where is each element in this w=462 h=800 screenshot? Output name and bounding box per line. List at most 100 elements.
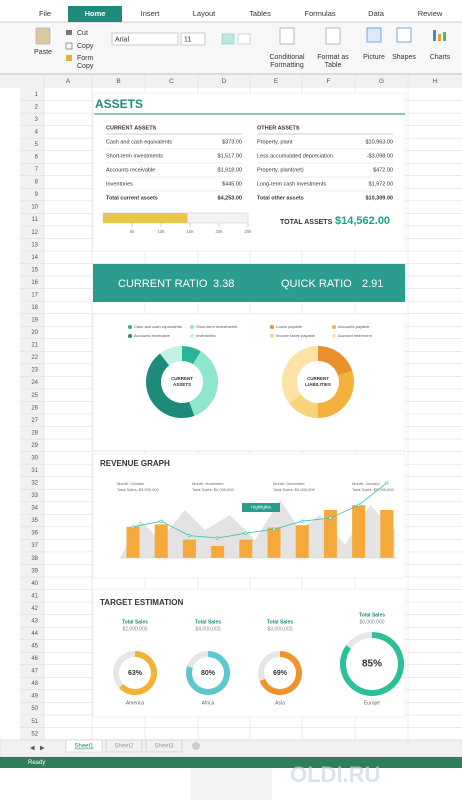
row-number: 42 — [31, 606, 38, 612]
align-icon[interactable] — [221, 33, 235, 45]
ribbon-tab[interactable]: Review — [418, 9, 443, 18]
sheet-tab-label[interactable]: Sheet2 — [114, 744, 134, 750]
ribbon-tab[interactable]: Home — [85, 9, 106, 18]
row-number: 36 — [31, 531, 38, 537]
column-header: C — [169, 78, 174, 85]
target-amount: $2,000,000 — [122, 626, 147, 632]
row-number: 25 — [31, 393, 38, 399]
ribbon-tab[interactable]: Formulas — [304, 9, 336, 18]
copy-icon[interactable] — [65, 42, 73, 50]
charts-icon[interactable] — [443, 32, 446, 41]
sheet-tab-label[interactable]: Sheet3 — [154, 744, 174, 750]
ribbon-tab[interactable]: Tables — [249, 9, 271, 18]
charts-icon[interactable] — [433, 30, 436, 41]
region-label: America — [126, 700, 145, 706]
format-table-label[interactable]: Table — [325, 62, 342, 69]
column-header-bar — [0, 75, 462, 88]
target-label: Total Sales — [195, 619, 221, 625]
ratio-value: 2.91 — [362, 278, 383, 290]
align-icon[interactable] — [237, 33, 251, 45]
ribbon-tab[interactable]: File — [39, 9, 51, 18]
row-number: 27 — [31, 418, 38, 424]
revenue-bar — [182, 539, 196, 558]
shapes-label[interactable]: Shapes — [392, 54, 416, 61]
donut-center-label: CURRENT — [171, 376, 193, 381]
sheet-tab[interactable] — [145, 739, 183, 753]
paste-icon[interactable] — [35, 27, 51, 45]
picture-label[interactable]: Picture — [363, 54, 385, 61]
revenue-bar — [211, 546, 225, 558]
form-copy-icon[interactable] — [66, 55, 72, 61]
copy-label[interactable]: Copy — [77, 43, 94, 50]
target-label: Total Sales — [267, 619, 293, 625]
sheet-tab[interactable] — [105, 739, 143, 753]
legend-label: Cash and cash equivalents — [134, 324, 182, 329]
section-title: REVENUE GRAPH — [100, 459, 170, 468]
table-icon[interactable] — [325, 27, 341, 45]
revenue-point — [187, 533, 191, 538]
add-sheet[interactable] — [192, 742, 200, 750]
cut-icon[interactable] — [66, 30, 72, 35]
gauge-label: 80% — [201, 670, 216, 677]
region-label: Africa — [202, 700, 215, 706]
row-number: 12 — [31, 230, 38, 236]
note-sales: Total Sales: $5,000,000 — [117, 487, 160, 492]
row-number: 9 — [35, 192, 39, 198]
sheet-tab-label[interactable]: Sheet1 — [74, 744, 94, 750]
total-label: Total current assets — [106, 195, 158, 201]
legend-swatch — [128, 325, 132, 329]
form-copy-label[interactable]: Copy — [77, 63, 94, 70]
progress-tick-label: 20k — [215, 229, 223, 234]
target-label: Total Sales — [359, 612, 385, 618]
revenue-point — [131, 525, 135, 529]
ratio-value: 3.38 — [213, 278, 234, 290]
cut-label[interactable]: Cut — [77, 30, 88, 37]
row-label: Short-term investments — [106, 153, 163, 159]
nav-arrow[interactable]: ◀ — [30, 746, 35, 752]
paste-label[interactable]: Paste — [34, 49, 52, 56]
picture-icon[interactable] — [366, 27, 382, 43]
font-box[interactable] — [111, 32, 179, 46]
revenue-bar — [267, 527, 281, 558]
conditional-label[interactable]: Formatting — [270, 62, 304, 69]
legend-swatch — [190, 334, 194, 338]
format-table-label[interactable]: Format as — [317, 54, 349, 61]
shapes-icon[interactable] — [396, 27, 412, 43]
total-assets-value: $14,562.00 — [335, 215, 390, 227]
column-header: B — [116, 78, 120, 85]
row-number: 48 — [31, 681, 38, 687]
ribbon-tab[interactable]: Insert — [141, 9, 161, 18]
target-amount: $4,000,000 — [195, 626, 220, 632]
conditional-icon[interactable] — [279, 27, 295, 45]
row-number: 38 — [31, 556, 38, 562]
active-tab[interactable] — [68, 6, 122, 22]
ribbon-tab[interactable]: Layout — [193, 9, 216, 18]
row-value: $1,918.00 — [218, 167, 242, 173]
row-number: 47 — [31, 669, 38, 675]
dashboard-panel — [92, 588, 406, 718]
conditional-label[interactable]: Conditional — [269, 54, 304, 61]
font-size[interactable]: 11 — [184, 36, 191, 43]
sheet-tab[interactable] — [65, 739, 103, 753]
legend-swatch — [270, 334, 274, 338]
total-value: $4,253.00 — [218, 195, 242, 201]
form-copy-label[interactable]: Form — [77, 55, 94, 62]
size-box[interactable] — [180, 32, 206, 46]
nav-arrow[interactable]: ▶ — [40, 746, 45, 752]
charts-label[interactable]: Charts — [430, 54, 451, 61]
font-name[interactable]: Arial — [115, 36, 129, 43]
ribbon-toolbar — [0, 22, 462, 74]
row-number: 32 — [31, 481, 38, 487]
row-value: $1,517.00 — [218, 153, 242, 159]
ribbon-tab[interactable]: Data — [368, 9, 385, 18]
note-sales: Total Sales: $5,000,000 — [352, 487, 395, 492]
row-number: 26 — [31, 405, 38, 411]
progress-tick-label: 25k — [244, 229, 252, 234]
charts-icon[interactable] — [438, 34, 441, 41]
row-number: 51 — [31, 719, 38, 725]
row-label: Cash and cash equivalents — [106, 139, 172, 145]
donut-segment — [160, 346, 182, 366]
donut-center-label: LIABILITIES — [305, 382, 331, 387]
row-value: $10,963.00 — [365, 139, 393, 145]
